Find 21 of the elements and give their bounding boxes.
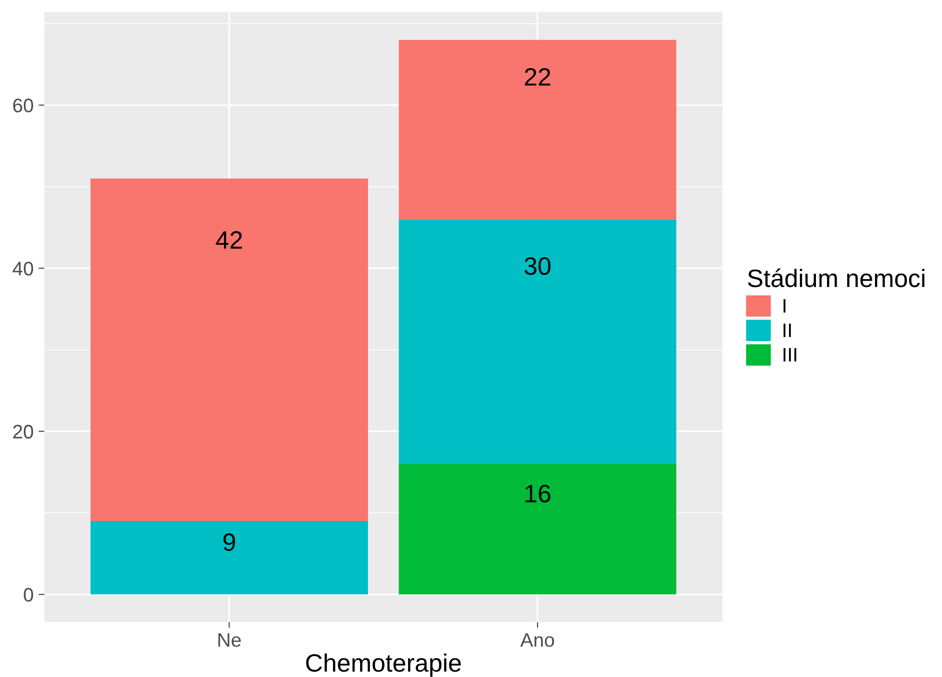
bar: [398, 219, 676, 464]
y-tick-label: 60: [13, 98, 34, 112]
data-label: 30: [524, 257, 550, 275]
data-label: 9: [223, 533, 236, 551]
bar: [398, 40, 676, 220]
legend-label: I: [784, 299, 786, 313]
data-label: 42: [216, 231, 242, 249]
legend-label: II: [784, 324, 791, 338]
legend-title: Stádium nemoci: [748, 268, 924, 288]
bar: [90, 521, 368, 594]
x-axis-title: Chemoterapie: [306, 653, 461, 677]
bar: [90, 178, 368, 522]
data-label: 22: [524, 68, 550, 86]
x-tick-label: Ano: [520, 633, 554, 647]
y-tick-label: 0: [24, 588, 34, 602]
y-tick-label: 40: [12, 262, 34, 276]
bar: [398, 464, 676, 594]
y-tick-label: 20: [13, 424, 34, 439]
legend-label: III: [784, 348, 796, 362]
x-tick-label: Ne: [218, 633, 241, 647]
data-label: 16: [526, 484, 550, 502]
